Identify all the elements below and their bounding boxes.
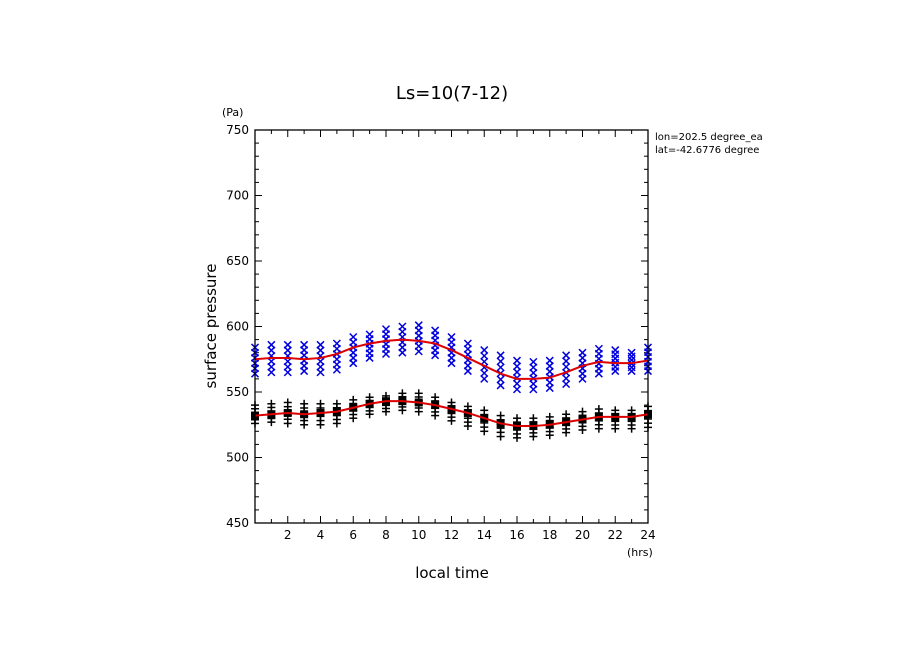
x-marker	[562, 351, 571, 360]
y-tick-label: 650	[226, 254, 249, 268]
x-tick-label: 12	[444, 528, 459, 542]
plus-marker	[332, 399, 341, 408]
x-marker	[562, 362, 571, 371]
y-tick-label: 700	[226, 189, 249, 203]
x-marker	[463, 339, 472, 348]
x-marker	[349, 332, 358, 342]
y-unit-label: (Pa)	[222, 106, 243, 119]
x-marker	[283, 340, 292, 349]
x-marker	[480, 374, 489, 383]
x-marker	[611, 346, 620, 355]
annotation-lat: lat=-42.6776 degree	[655, 145, 759, 156]
plus-marker	[594, 405, 603, 414]
x-marker	[365, 330, 374, 339]
plus-marker	[267, 399, 276, 408]
plus-marker	[529, 414, 538, 423]
plus-marker	[431, 393, 440, 402]
plot-frame	[254, 129, 649, 524]
fit-line-black-series	[254, 400, 649, 428]
x-marker	[414, 321, 423, 330]
x-marker	[316, 340, 325, 349]
y-axis-label: surface pressure	[202, 264, 220, 389]
y-tick-label: 450	[226, 516, 249, 530]
plus-marker	[513, 414, 521, 423]
y-tick-label: 550	[226, 385, 249, 399]
x-marker	[480, 351, 489, 360]
x-marker	[512, 368, 522, 377]
x-tick-label: 8	[382, 528, 390, 542]
x-axis-label: local time	[415, 564, 489, 582]
plus-marker	[496, 411, 505, 420]
chart-title: Ls=10(7-12)	[396, 83, 508, 104]
annotation-lon: lon=202.5 degree_ea	[655, 132, 763, 143]
x-marker	[562, 380, 571, 389]
x-marker	[627, 348, 636, 357]
x-marker	[512, 379, 522, 388]
x-marker	[562, 374, 571, 383]
annotation-clip	[780, 128, 904, 158]
x-marker	[300, 340, 309, 349]
x-marker	[512, 356, 522, 365]
x-tick-label: 22	[608, 528, 623, 542]
plus-marker	[578, 407, 587, 416]
x-tick-label: 6	[349, 528, 357, 542]
plus-marker	[283, 398, 292, 407]
x-marker	[627, 352, 636, 361]
x-marker	[627, 363, 636, 372]
plus-marker	[414, 389, 423, 398]
x-tick-label: 14	[477, 528, 492, 542]
x-marker	[627, 367, 636, 376]
plus-marker	[349, 395, 358, 404]
plus-marker	[480, 406, 489, 415]
y-tick-label: 600	[226, 320, 249, 334]
x-marker	[562, 357, 571, 366]
x-marker	[545, 356, 554, 365]
x-tick-label: 10	[411, 528, 426, 542]
x-tick-label: 2	[284, 528, 292, 542]
x-marker	[431, 326, 440, 335]
x-marker	[496, 351, 505, 360]
x-marker	[578, 348, 587, 357]
x-tick-label: 4	[317, 528, 325, 542]
plus-marker	[398, 389, 407, 398]
x-tick-label: 20	[575, 528, 590, 542]
plus-marker	[316, 399, 325, 408]
x-marker	[447, 332, 456, 342]
x-marker	[480, 369, 489, 378]
x-marker	[267, 340, 276, 349]
y-tick-label: 750	[226, 123, 249, 137]
plus-marker	[300, 399, 309, 408]
x-marker	[529, 357, 538, 366]
x-marker	[480, 346, 489, 355]
x-tick-label: 18	[542, 528, 557, 542]
x-marker	[496, 357, 505, 366]
x-marker	[594, 344, 603, 353]
x-marker	[332, 339, 341, 348]
x-marker	[512, 362, 522, 371]
plus-marker	[545, 412, 554, 421]
x-tick-label: 24	[640, 528, 655, 542]
x-marker	[496, 381, 505, 390]
x-marker	[496, 363, 505, 372]
x-marker	[398, 322, 407, 331]
x-marker	[381, 325, 391, 334]
y-tick-label: 500	[226, 451, 249, 465]
x-tick-label: 16	[509, 528, 524, 542]
x-unit-label: (hrs)	[627, 546, 653, 559]
x-marker	[496, 375, 505, 384]
x-marker	[512, 385, 522, 394]
fit-line-blue-series	[254, 338, 649, 380]
plus-marker	[562, 410, 571, 419]
